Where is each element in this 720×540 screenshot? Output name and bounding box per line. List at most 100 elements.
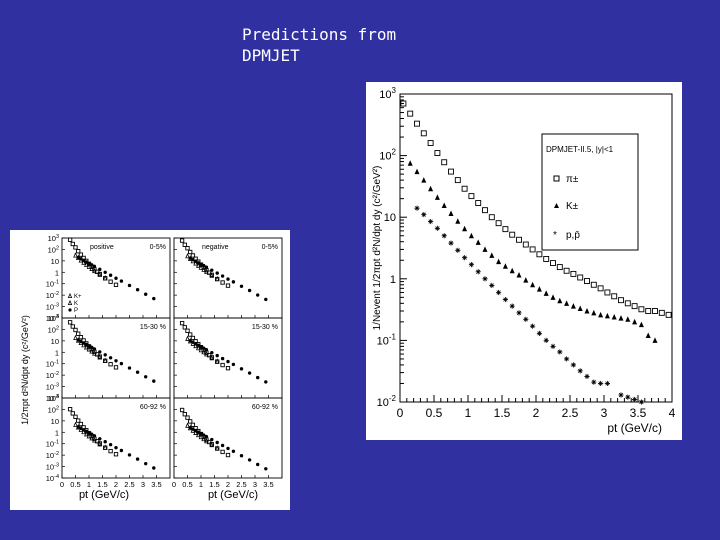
left-data-point-series-3 xyxy=(204,265,209,269)
left-data-point-series-3 xyxy=(92,434,97,438)
right-data-point-series-1 xyxy=(631,303,638,310)
left-data-point-series-3 xyxy=(256,293,260,297)
right-data-point-series-1 xyxy=(475,200,482,206)
right-x-tick-label: 4 xyxy=(669,406,676,420)
right-data-point-series-1 xyxy=(536,251,543,258)
left-data-point-series-3 xyxy=(191,427,195,431)
left-data-point-series-1 xyxy=(190,253,196,258)
phenix-spectra-chart: 10-410-310-210-111010210310-410-310-210-… xyxy=(20,234,283,501)
right-data-point-series-1 xyxy=(597,285,604,292)
left-y-axis-label: 1/2πpt d²N/dpt dy (c²/GeV²) xyxy=(20,315,30,425)
left-data-point-series-2 xyxy=(102,357,108,363)
left-data-point-series-3 xyxy=(98,437,102,441)
right-data-point-series-3 xyxy=(502,296,508,303)
right-data-point-series-1 xyxy=(414,120,420,127)
left-x-tick-label: 1.5 xyxy=(209,480,219,489)
left-data-point-series-2 xyxy=(195,262,201,268)
left-panel-centrality: 15-30 % xyxy=(140,324,166,331)
left-panel-centrality: 15-30 % xyxy=(252,324,278,331)
left-y-tick-label: 10-2 xyxy=(46,371,59,380)
left-data-point-series-3 xyxy=(127,453,132,457)
left-data-point-series-3 xyxy=(196,261,200,265)
left-panel-label: positive xyxy=(90,244,114,251)
right-data-point-series-3 xyxy=(509,303,515,309)
right-data-point-series-1 xyxy=(448,168,454,175)
left-panel-centrality: 60-92 % xyxy=(252,404,278,411)
right-data-point-series-1 xyxy=(441,159,448,166)
right-data-point-series-3 xyxy=(455,247,461,253)
left-data-point-series-2 xyxy=(83,344,89,350)
right-data-point-series-3 xyxy=(462,255,468,261)
left-data-point-series-3 xyxy=(98,267,102,272)
right-data-point-series-2 xyxy=(632,318,638,325)
left-y-tick-label: 10-3 xyxy=(46,463,59,472)
left-data-point-series-1 xyxy=(67,407,73,412)
left-data-point-series-2 xyxy=(81,341,86,348)
right-data-point-series-1 xyxy=(563,267,570,274)
left-data-point-series-1 xyxy=(73,414,78,419)
left-data-point-series-1 xyxy=(182,325,187,330)
left-y-tick-label: 10-3 xyxy=(46,383,59,392)
right-y-tick-label: 10-1 xyxy=(377,332,397,347)
left-y-tick-label: 10-4 xyxy=(46,474,59,483)
left-data-point-series-1 xyxy=(78,335,84,340)
right-data-point-series-2 xyxy=(421,177,427,183)
right-y-tick-label: 1 xyxy=(390,274,396,286)
right-data-point-series-3 xyxy=(577,368,583,374)
left-data-point-series-3 xyxy=(152,296,156,301)
left-data-point-series-2 xyxy=(195,344,201,351)
left-data-point-series-2 xyxy=(102,275,108,281)
left-data-point-series-3 xyxy=(92,347,97,351)
right-data-point-series-1 xyxy=(658,309,665,316)
dpmjet-prediction-figure: 10-2 10-1 1 10 102 103 0 0.5 1 1.5 2 2.5 3 3.5 4 DPMJ… xyxy=(366,82,682,440)
left-data-point-series-1 xyxy=(108,448,113,454)
right-data-point-series-1 xyxy=(611,293,618,300)
right-data-point-series-2 xyxy=(434,194,440,200)
slide-title-line-2: DPMJET xyxy=(242,46,300,65)
right-data-point-series-1 xyxy=(624,300,631,307)
right-data-point-series-3 xyxy=(448,240,454,246)
left-data-point-series-1 xyxy=(185,328,190,333)
left-y-tick-label: 10 xyxy=(51,257,59,266)
left-data-point-series-3 xyxy=(76,425,80,429)
left-x-tick-label: 3 xyxy=(141,480,145,489)
left-data-point-series-3 xyxy=(202,346,206,350)
right-data-point-series-2 xyxy=(516,272,522,278)
left-data-point-series-3 xyxy=(76,255,80,260)
left-y-tick-label: 103 xyxy=(48,314,59,323)
left-data-point-series-3 xyxy=(119,279,124,283)
left-data-point-series-2 xyxy=(81,428,86,435)
right-data-point-series-2 xyxy=(455,218,461,224)
left-data-point-series-3 xyxy=(199,431,203,436)
right-data-point-series-2 xyxy=(570,303,576,309)
right-data-point-series-2 xyxy=(591,309,597,316)
right-data-point-series-2 xyxy=(448,210,454,216)
right-data-point-series-3 xyxy=(604,380,610,387)
right-data-point-series-1 xyxy=(488,214,495,221)
right-data-point-series-1 xyxy=(604,289,611,296)
left-data-point-series-3 xyxy=(127,366,132,370)
right-data-point-series-2 xyxy=(428,185,434,192)
left-data-point-series-3 xyxy=(90,345,94,350)
right-data-point-series-1 xyxy=(577,274,584,281)
right-data-point-series-2 xyxy=(530,281,536,288)
left-x-tick-label: 0.5 xyxy=(182,480,192,489)
right-x-tick-label: 2 xyxy=(533,406,540,420)
right-data-point-series-3 xyxy=(632,396,638,403)
right-data-point-series-2 xyxy=(652,337,658,343)
right-data-point-series-1 xyxy=(652,308,658,314)
left-x-tick-label: 3.5 xyxy=(263,480,273,489)
left-data-point-series-1 xyxy=(182,242,187,247)
left-data-point-series-2 xyxy=(185,335,190,341)
right-data-point-series-2 xyxy=(550,294,556,300)
left-data-point-series-3 xyxy=(247,458,252,462)
left-y-tick-label: 10 xyxy=(51,417,59,426)
right-data-point-series-2 xyxy=(414,168,420,175)
left-data-point-series-1 xyxy=(179,407,185,413)
left-data-point-series-1 xyxy=(188,249,193,255)
left-data-point-series-1 xyxy=(76,331,81,336)
left-data-point-series-3 xyxy=(135,287,140,292)
right-data-point-series-1 xyxy=(495,220,502,227)
right-data-point-series-2 xyxy=(557,297,563,304)
left-data-point-series-3 xyxy=(81,258,86,263)
